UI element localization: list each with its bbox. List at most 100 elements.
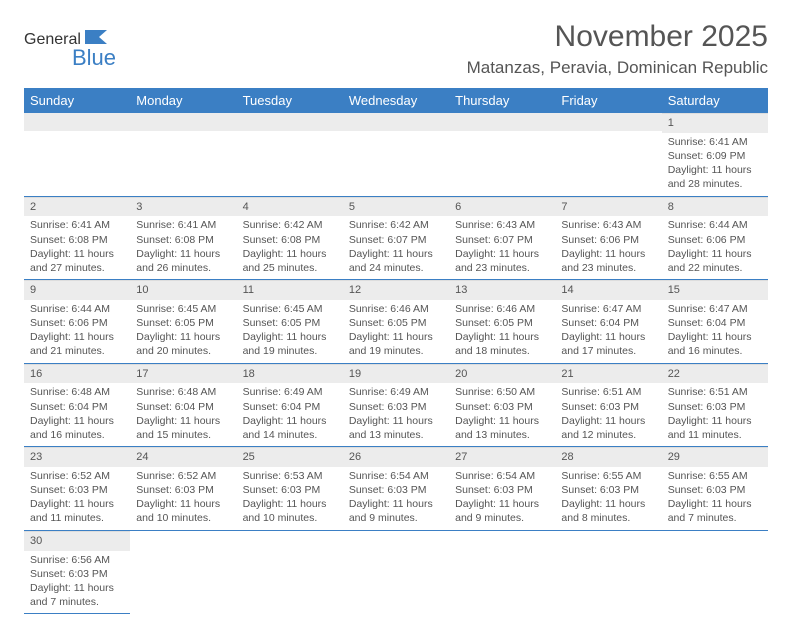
day-info: Sunrise: 6:49 AMSunset: 6:04 PMDaylight:…	[237, 383, 343, 446]
day-number: 20	[449, 364, 555, 384]
day-info: Sunrise: 6:42 AMSunset: 6:08 PMDaylight:…	[237, 216, 343, 279]
calendar-cell: 2Sunrise: 6:41 AMSunset: 6:08 PMDaylight…	[24, 196, 130, 280]
calendar-cell	[130, 113, 236, 196]
day-info: Sunrise: 6:47 AMSunset: 6:04 PMDaylight:…	[555, 300, 661, 363]
day-info: Sunrise: 6:42 AMSunset: 6:07 PMDaylight:…	[343, 216, 449, 279]
day-number: 1	[662, 113, 768, 133]
page-title: November 2025	[467, 20, 768, 54]
calendar-cell: 11Sunrise: 6:45 AMSunset: 6:05 PMDayligh…	[237, 280, 343, 364]
calendar-cell: 13Sunrise: 6:46 AMSunset: 6:05 PMDayligh…	[449, 280, 555, 364]
calendar-cell: 16Sunrise: 6:48 AMSunset: 6:04 PMDayligh…	[24, 363, 130, 447]
calendar-cell	[343, 530, 449, 614]
location-text: Matanzas, Peravia, Dominican Republic	[467, 58, 768, 78]
day-number: 7	[555, 197, 661, 217]
day-number: 22	[662, 364, 768, 384]
calendar-cell: 25Sunrise: 6:53 AMSunset: 6:03 PMDayligh…	[237, 447, 343, 531]
day-info: Sunrise: 6:52 AMSunset: 6:03 PMDaylight:…	[24, 467, 130, 530]
day-info: Sunrise: 6:53 AMSunset: 6:03 PMDaylight:…	[237, 467, 343, 530]
day-info: Sunrise: 6:48 AMSunset: 6:04 PMDaylight:…	[24, 383, 130, 446]
day-number: 29	[662, 447, 768, 467]
day-info: Sunrise: 6:43 AMSunset: 6:07 PMDaylight:…	[449, 216, 555, 279]
calendar-cell	[24, 113, 130, 196]
day-info: Sunrise: 6:46 AMSunset: 6:05 PMDaylight:…	[343, 300, 449, 363]
logo: General Blue	[24, 28, 116, 71]
calendar-cell: 19Sunrise: 6:49 AMSunset: 6:03 PMDayligh…	[343, 363, 449, 447]
day-info: Sunrise: 6:52 AMSunset: 6:03 PMDaylight:…	[130, 467, 236, 530]
header: General Blue November 2025 Matanzas, Per…	[24, 20, 768, 78]
day-info: Sunrise: 6:56 AMSunset: 6:03 PMDaylight:…	[24, 551, 130, 614]
day-number: 24	[130, 447, 236, 467]
day-number: 6	[449, 197, 555, 217]
calendar-cell: 27Sunrise: 6:54 AMSunset: 6:03 PMDayligh…	[449, 447, 555, 531]
day-info: Sunrise: 6:54 AMSunset: 6:03 PMDaylight:…	[449, 467, 555, 530]
day-number: 25	[237, 447, 343, 467]
calendar-cell: 22Sunrise: 6:51 AMSunset: 6:03 PMDayligh…	[662, 363, 768, 447]
calendar-cell: 14Sunrise: 6:47 AMSunset: 6:04 PMDayligh…	[555, 280, 661, 364]
day-number: 14	[555, 280, 661, 300]
calendar-cell: 21Sunrise: 6:51 AMSunset: 6:03 PMDayligh…	[555, 363, 661, 447]
day-info: Sunrise: 6:46 AMSunset: 6:05 PMDaylight:…	[449, 300, 555, 363]
day-info: Sunrise: 6:55 AMSunset: 6:03 PMDaylight:…	[555, 467, 661, 530]
calendar-table: SundayMondayTuesdayWednesdayThursdayFrid…	[24, 88, 768, 614]
calendar-cell	[237, 113, 343, 196]
day-info: Sunrise: 6:51 AMSunset: 6:03 PMDaylight:…	[555, 383, 661, 446]
day-number: 10	[130, 280, 236, 300]
day-number: 27	[449, 447, 555, 467]
day-info: Sunrise: 6:41 AMSunset: 6:08 PMDaylight:…	[24, 216, 130, 279]
day-number: 19	[343, 364, 449, 384]
day-info: Sunrise: 6:54 AMSunset: 6:03 PMDaylight:…	[343, 467, 449, 530]
day-info: Sunrise: 6:44 AMSunset: 6:06 PMDaylight:…	[24, 300, 130, 363]
day-header: Saturday	[662, 88, 768, 113]
day-info: Sunrise: 6:45 AMSunset: 6:05 PMDaylight:…	[130, 300, 236, 363]
calendar-cell	[555, 113, 661, 196]
day-info: Sunrise: 6:51 AMSunset: 6:03 PMDaylight:…	[662, 383, 768, 446]
day-number: 11	[237, 280, 343, 300]
day-number: 3	[130, 197, 236, 217]
day-header: Thursday	[449, 88, 555, 113]
calendar-cell: 26Sunrise: 6:54 AMSunset: 6:03 PMDayligh…	[343, 447, 449, 531]
day-number: 28	[555, 447, 661, 467]
day-number: 12	[343, 280, 449, 300]
calendar-cell: 4Sunrise: 6:42 AMSunset: 6:08 PMDaylight…	[237, 196, 343, 280]
day-number: 13	[449, 280, 555, 300]
calendar-cell	[555, 530, 661, 614]
calendar-cell: 12Sunrise: 6:46 AMSunset: 6:05 PMDayligh…	[343, 280, 449, 364]
calendar-cell: 8Sunrise: 6:44 AMSunset: 6:06 PMDaylight…	[662, 196, 768, 280]
day-number: 4	[237, 197, 343, 217]
calendar-cell	[343, 113, 449, 196]
day-info: Sunrise: 6:41 AMSunset: 6:09 PMDaylight:…	[662, 133, 768, 196]
day-number: 5	[343, 197, 449, 217]
calendar-cell: 6Sunrise: 6:43 AMSunset: 6:07 PMDaylight…	[449, 196, 555, 280]
day-number: 8	[662, 197, 768, 217]
day-header: Monday	[130, 88, 236, 113]
day-info: Sunrise: 6:43 AMSunset: 6:06 PMDaylight:…	[555, 216, 661, 279]
calendar-cell: 3Sunrise: 6:41 AMSunset: 6:08 PMDaylight…	[130, 196, 236, 280]
day-info: Sunrise: 6:48 AMSunset: 6:04 PMDaylight:…	[130, 383, 236, 446]
day-header: Wednesday	[343, 88, 449, 113]
calendar-cell: 7Sunrise: 6:43 AMSunset: 6:06 PMDaylight…	[555, 196, 661, 280]
calendar-cell	[662, 530, 768, 614]
day-number: 23	[24, 447, 130, 467]
day-info: Sunrise: 6:41 AMSunset: 6:08 PMDaylight:…	[130, 216, 236, 279]
day-number: 30	[24, 531, 130, 551]
calendar-cell: 17Sunrise: 6:48 AMSunset: 6:04 PMDayligh…	[130, 363, 236, 447]
logo-text-blue: Blue	[72, 45, 116, 70]
calendar-cell: 24Sunrise: 6:52 AMSunset: 6:03 PMDayligh…	[130, 447, 236, 531]
day-info: Sunrise: 6:45 AMSunset: 6:05 PMDaylight:…	[237, 300, 343, 363]
calendar-cell: 9Sunrise: 6:44 AMSunset: 6:06 PMDaylight…	[24, 280, 130, 364]
day-info: Sunrise: 6:44 AMSunset: 6:06 PMDaylight:…	[662, 216, 768, 279]
day-number: 9	[24, 280, 130, 300]
calendar-cell: 29Sunrise: 6:55 AMSunset: 6:03 PMDayligh…	[662, 447, 768, 531]
day-info: Sunrise: 6:47 AMSunset: 6:04 PMDaylight:…	[662, 300, 768, 363]
calendar-cell: 18Sunrise: 6:49 AMSunset: 6:04 PMDayligh…	[237, 363, 343, 447]
day-info: Sunrise: 6:49 AMSunset: 6:03 PMDaylight:…	[343, 383, 449, 446]
calendar-cell: 1Sunrise: 6:41 AMSunset: 6:09 PMDaylight…	[662, 113, 768, 196]
day-number: 26	[343, 447, 449, 467]
calendar-cell: 15Sunrise: 6:47 AMSunset: 6:04 PMDayligh…	[662, 280, 768, 364]
calendar-cell: 5Sunrise: 6:42 AMSunset: 6:07 PMDaylight…	[343, 196, 449, 280]
day-number: 21	[555, 364, 661, 384]
day-number: 2	[24, 197, 130, 217]
calendar-cell: 23Sunrise: 6:52 AMSunset: 6:03 PMDayligh…	[24, 447, 130, 531]
calendar-cell: 10Sunrise: 6:45 AMSunset: 6:05 PMDayligh…	[130, 280, 236, 364]
calendar-cell	[237, 530, 343, 614]
